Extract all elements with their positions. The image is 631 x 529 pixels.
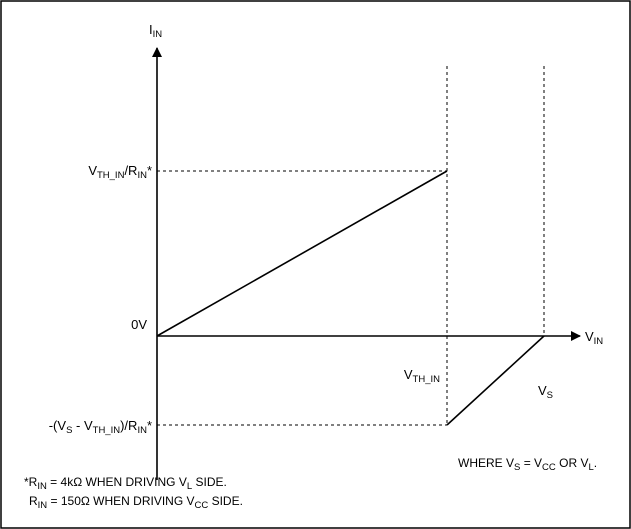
negative-current-line	[446, 335, 545, 426]
upper-level-label: VTH_IN/RIN*	[88, 163, 152, 181]
lower-level-label: -(VS - VTH_IN)/RIN*	[49, 418, 152, 436]
rising-current-line	[156, 170, 448, 337]
y-axis-title: IIN	[149, 22, 162, 40]
vs-marker-label: VS	[538, 383, 553, 401]
zero-volt-label: 0V	[131, 317, 147, 332]
x-axis-title: VIN	[585, 329, 603, 347]
footnote-line-1: *RIN = 4kΩ WHEN DRIVING VL SIDE.	[24, 475, 227, 492]
where-note: WHERE VS = VCC OR VL.	[458, 456, 597, 473]
vth-marker-label: VTH_IN	[404, 367, 440, 385]
footnote-line-2: RIN = 150Ω WHEN DRIVING VCC SIDE.	[29, 494, 243, 511]
